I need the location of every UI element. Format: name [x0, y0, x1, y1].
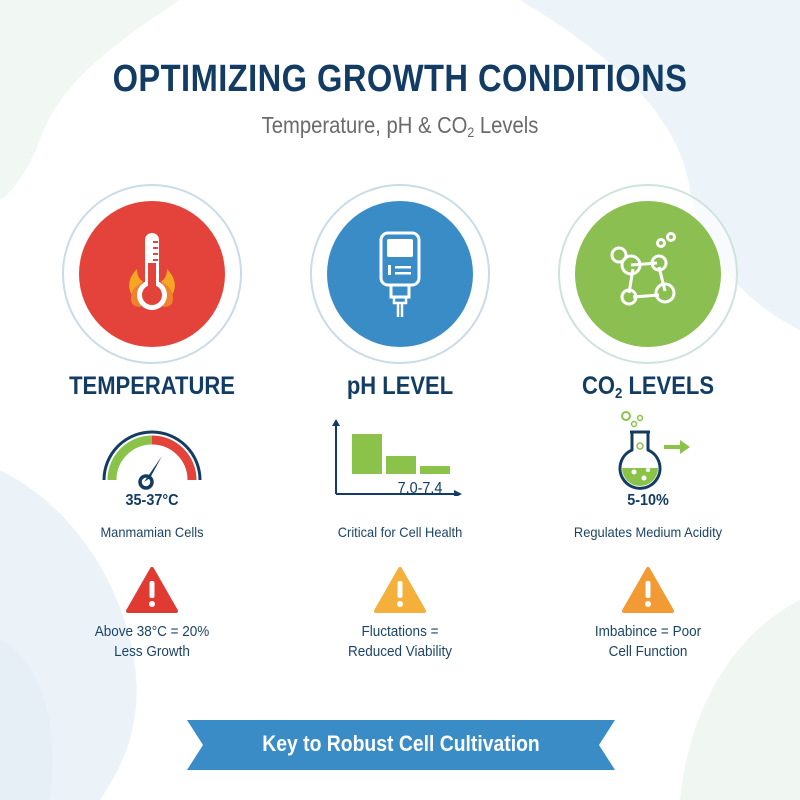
footer-ribbon-banner: Key to Robust Cell Cultivation — [187, 720, 615, 770]
thermometer-flame-icon — [79, 201, 225, 347]
warning-triangle-icon — [373, 566, 427, 614]
ph-icon-ring — [310, 184, 490, 364]
ph-heading: pH LEVEL — [346, 372, 454, 400]
temperature-column: TEMPERATURE 35-37°C Manmamian Cells Abov… — [22, 0, 282, 800]
co2-value: 5-10% — [627, 492, 669, 509]
molecule-icon — [575, 201, 721, 347]
ph-meter-icon — [327, 201, 473, 347]
co2-icon-ring — [558, 184, 738, 364]
ph-warning: Fluctations = Reduced Viability — [347, 623, 453, 660]
bar-chart-icon — [332, 418, 468, 498]
temperature-heading: TEMPERATURE — [69, 372, 235, 400]
temperature-description: Manmamian Cells — [100, 524, 204, 540]
co2-description: Regulates Medium Acidity — [573, 524, 723, 540]
co2-column: CO2 LEVELS 5-10% Regulates Medium Acidit… — [518, 0, 778, 800]
ph-description: Critical for Cell Health — [337, 524, 463, 540]
banner-text: Key to Robust Cell Cultivation — [262, 731, 540, 756]
ph-value: 7.0-7.4 — [397, 480, 443, 497]
warning-triangle-icon — [621, 566, 675, 614]
temperature-value: 35-37°C — [125, 492, 179, 509]
temperature-warning: Above 38°C = 20% Less Growth — [94, 623, 210, 660]
temperature-icon-ring — [62, 184, 242, 364]
co2-heading: CO2 LEVELS — [581, 372, 715, 402]
co2-warning: Imbabince = Poor Cell Function — [594, 623, 702, 660]
warning-triangle-icon — [125, 566, 179, 614]
ph-column: pH LEVEL 7.0-7.4 Critical for Cell Healt… — [270, 0, 530, 800]
flask-arrow-icon — [588, 410, 708, 490]
gauge-icon — [92, 418, 212, 496]
